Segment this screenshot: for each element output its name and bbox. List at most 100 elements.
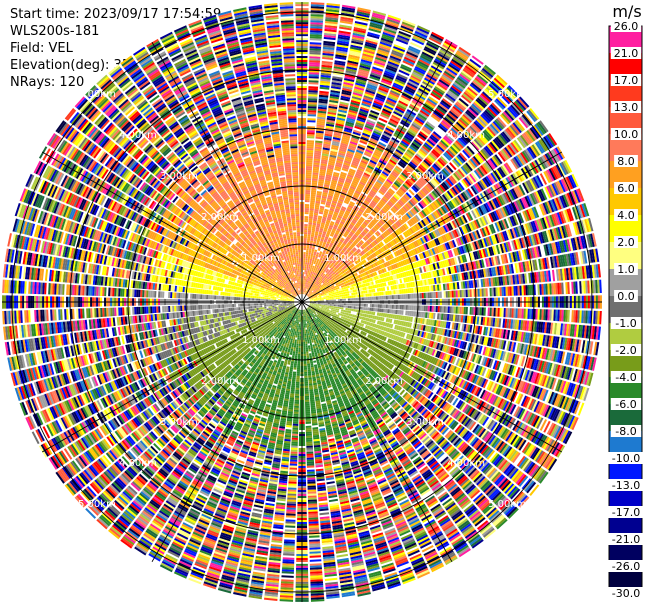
- radar-gate: [332, 78, 343, 82]
- radar-gate: [333, 304, 336, 307]
- radar-gate: [388, 175, 396, 182]
- radar-gate: [308, 100, 318, 103]
- radar-gate: [354, 24, 367, 30]
- radar-gate: [362, 201, 369, 207]
- radar-gate: [419, 109, 430, 117]
- radar-gate: [315, 262, 318, 265]
- radar-gate: [306, 286, 309, 290]
- radar-gate: [369, 296, 372, 300]
- radar-gate: [358, 183, 365, 188]
- radar-gate: [312, 170, 319, 174]
- radar-gate: [308, 82, 319, 85]
- radar-gate: [351, 308, 354, 312]
- radar-gate: [404, 167, 412, 174]
- radar-gate: [398, 160, 407, 167]
- radar-gate: [353, 303, 356, 307]
- radar-gate: [343, 294, 346, 297]
- radar-gate: [398, 175, 406, 182]
- radar-gate: [329, 185, 336, 189]
- radar-gate: [308, 287, 310, 290]
- radar-gate: [372, 102, 383, 108]
- radar-gate: [312, 176, 318, 179]
- radar-gate: [355, 309, 358, 312]
- radar-gate: [362, 53, 374, 59]
- radar-gate: [392, 84, 403, 91]
- radar-gate: [306, 248, 309, 251]
- radar-gate: [387, 309, 390, 314]
- radar-gate: [335, 188, 341, 193]
- radar-gate: [317, 267, 320, 271]
- radar-gate: [309, 50, 321, 53]
- radar-gate: [334, 222, 339, 227]
- radar-gate: [402, 170, 410, 177]
- radar-gate: [319, 84, 330, 88]
- radar-gate: [356, 147, 365, 153]
- radar-gate: [384, 182, 391, 188]
- radar-gate: [321, 300, 324, 302]
- radar-gate: [368, 141, 377, 147]
- radar-gate: [393, 80, 405, 87]
- radar-gate: [327, 215, 332, 219]
- radar-gate: [347, 148, 355, 153]
- radar-gate: [310, 32, 323, 35]
- radar-gate: [322, 243, 326, 247]
- radar-gate: [306, 140, 315, 143]
- radar-gate: [326, 219, 331, 223]
- radar-gate: [420, 129, 430, 137]
- radar-gate: [390, 88, 402, 95]
- radar-gate: [459, 73, 471, 83]
- radar-gate: [368, 79, 379, 85]
- radar-gate: [375, 296, 378, 300]
- radar-gate: [322, 54, 334, 58]
- radar-gate: [420, 146, 429, 154]
- radar-gate: [320, 165, 327, 169]
- radar-gate: [333, 254, 338, 258]
- radar-gate: [455, 78, 467, 88]
- radar-gate: [319, 205, 325, 209]
- radar-gate: [433, 87, 444, 96]
- radar-gate: [381, 304, 384, 309]
- radar-gate: [370, 109, 380, 116]
- radar-gate: [378, 190, 385, 196]
- radar-gate: [353, 297, 356, 301]
- radar-gate: [380, 113, 390, 120]
- radar-gate: [313, 214, 318, 218]
- radar-gate: [341, 8, 355, 13]
- radar-gate: [337, 113, 347, 118]
- radar-gate: [305, 292, 307, 295]
- radar-gate: [348, 232, 353, 237]
- radar-gate: [339, 146, 347, 151]
- radar-gate: [369, 111, 379, 117]
- radar-gate: [444, 94, 455, 104]
- radar-gate: [315, 256, 318, 259]
- radar-gate: [361, 222, 367, 228]
- radar-gate: [329, 154, 337, 158]
- radar-gate: [391, 290, 394, 295]
- radar-gate: [390, 53, 403, 60]
- radar-gate: [341, 249, 345, 254]
- radar-gate: [315, 142, 323, 146]
- radar-gate: [373, 62, 385, 68]
- radar-gate: [347, 60, 359, 65]
- radar-gate: [382, 74, 394, 80]
- radar-gate: [346, 236, 351, 240]
- radar-gate: [310, 18, 324, 21]
- radar-gate: [373, 60, 386, 67]
- radar-gate: [374, 195, 381, 201]
- radar-gate: [376, 203, 383, 209]
- radar-gate: [364, 150, 373, 156]
- radar-gate: [382, 196, 389, 202]
- radar-gate: [313, 253, 317, 256]
- radar-gate: [343, 183, 350, 188]
- radar-gate: [377, 143, 386, 149]
- radar-gate: [311, 188, 317, 191]
- radar-gate: [331, 230, 336, 234]
- radar-gate: [302, 288, 304, 291]
- radar-gate: [341, 242, 346, 247]
- radar-gate: [332, 255, 336, 260]
- radar-gate: [349, 308, 352, 311]
- radar-gate: [339, 20, 353, 25]
- radar-gate: [352, 178, 360, 183]
- radar-gate: [315, 283, 318, 286]
- radar-gate: [405, 52, 418, 60]
